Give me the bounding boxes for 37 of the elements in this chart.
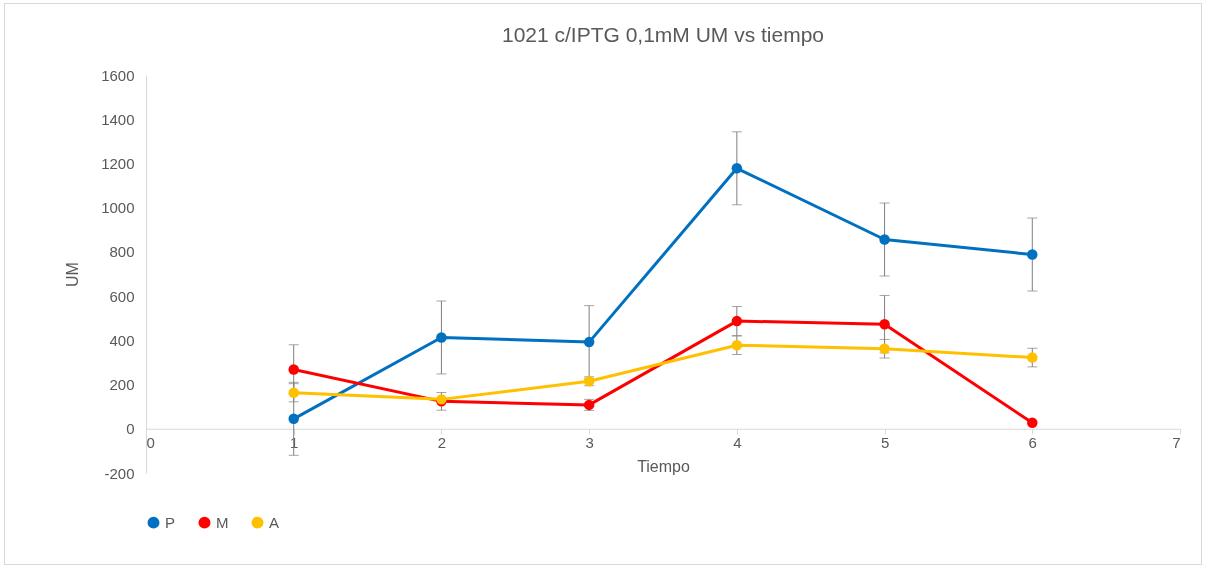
point <box>1027 249 1038 260</box>
y-tick-label: 600 <box>109 287 135 305</box>
point <box>731 163 743 174</box>
y-tick-label: 0 <box>126 420 135 438</box>
point <box>879 343 890 354</box>
point <box>288 413 299 425</box>
point <box>731 339 743 351</box>
chart-title: 1021 c/IPTG 0,1mM UM vs tiempo <box>501 23 825 46</box>
x-tick-label: 4 <box>733 434 742 452</box>
x-tick-label: 6 <box>1028 434 1037 452</box>
point <box>731 315 743 327</box>
x-tick-label: 3 <box>585 434 594 452</box>
point <box>583 336 595 348</box>
x-tick-label: 7 <box>1172 434 1181 452</box>
y-tick-label: 200 <box>109 376 135 394</box>
x-tick-label: 0 <box>146 434 155 452</box>
y-axis-title: UM <box>64 262 82 287</box>
y-tick-label: -200 <box>104 464 135 482</box>
point <box>288 364 299 375</box>
x-axis-title: Tiempo <box>637 458 690 476</box>
x-tick-label: 2 <box>437 434 447 452</box>
y-tick-label: 1200 <box>101 154 135 172</box>
x-tick-label: 5 <box>880 434 890 452</box>
point <box>1027 417 1038 429</box>
y-tick-label: 400 <box>109 331 135 349</box>
legend-label: A <box>269 513 280 531</box>
y-tick-label: 800 <box>109 243 135 261</box>
legend-label: P <box>165 513 176 531</box>
y-tick-label: 1600 <box>101 66 135 84</box>
y-tick-label: 1400 <box>101 110 135 128</box>
legend-label: M <box>216 513 229 531</box>
point <box>1027 352 1038 363</box>
point <box>879 234 890 245</box>
point <box>879 318 890 330</box>
point <box>436 332 447 343</box>
y-tick-label: 1000 <box>101 199 135 217</box>
point <box>288 387 299 398</box>
